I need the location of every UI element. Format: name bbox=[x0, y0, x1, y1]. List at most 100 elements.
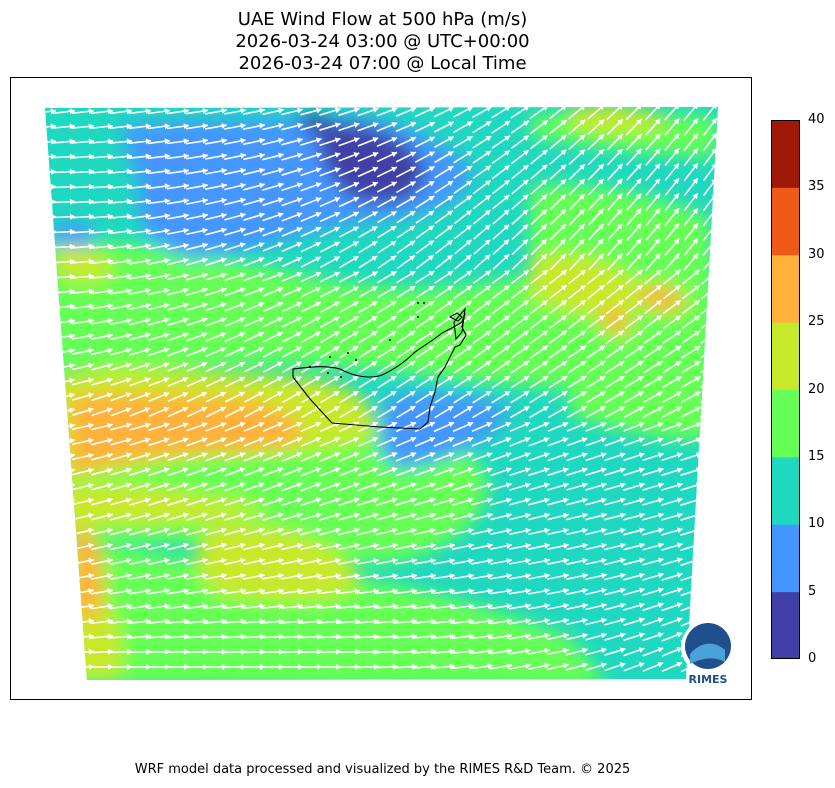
wind-arrow-head bbox=[410, 452, 417, 458]
wind-arrow-head bbox=[202, 572, 208, 579]
wind-arrow-head bbox=[371, 226, 378, 232]
wind-arrow bbox=[53, 498, 75, 506]
wind-arrow bbox=[45, 439, 56, 445]
wind-arrow-head bbox=[465, 254, 472, 261]
wind-arrow-head bbox=[390, 301, 397, 307]
islands bbox=[308, 302, 425, 378]
wind-arrow-head bbox=[278, 107, 284, 114]
wind-arrow-head bbox=[107, 318, 113, 324]
wind-arrow-head bbox=[618, 315, 624, 321]
wind-arrow-head bbox=[258, 437, 265, 443]
wind-arrow-head bbox=[126, 332, 132, 339]
wind-arrow-head bbox=[107, 303, 113, 309]
wind-arrow-head bbox=[580, 391, 587, 397]
wind-arrow-head bbox=[144, 407, 151, 413]
wind-arrow-head bbox=[316, 557, 322, 564]
wind-arrow-head bbox=[220, 361, 227, 368]
wind-arrow-head bbox=[468, 603, 474, 610]
wind-arrow-head bbox=[183, 588, 189, 594]
wind-arrow-head bbox=[296, 316, 302, 322]
wind-arrow-head bbox=[485, 270, 491, 276]
wind-arrow-head bbox=[542, 120, 548, 126]
wind-arrow-head bbox=[487, 573, 493, 579]
wind-arrow-head bbox=[297, 137, 303, 144]
wind-arrow-head bbox=[410, 421, 416, 428]
wind-arrow-head bbox=[654, 193, 660, 200]
wind-arrow-head bbox=[107, 452, 113, 459]
wind-arrow-head bbox=[429, 497, 436, 504]
colorbar-cell bbox=[771, 120, 800, 188]
wind-arrow-head bbox=[692, 133, 698, 140]
wind-arrow-head bbox=[164, 317, 170, 324]
wind-arrow-head bbox=[563, 527, 569, 534]
wind-arrow-head bbox=[126, 572, 132, 579]
wind-arrow-head bbox=[620, 557, 626, 564]
wind-arrow-head bbox=[334, 167, 341, 173]
wind-arrow-head bbox=[525, 618, 531, 624]
wind-arrow-head bbox=[163, 347, 170, 353]
wind-arrow bbox=[625, 107, 643, 121]
wind-arrow-head bbox=[334, 271, 340, 278]
wind-arrow-head bbox=[163, 512, 170, 519]
wind-arrow-head bbox=[692, 163, 698, 170]
wind-arrow-head bbox=[486, 482, 493, 489]
wind-arrow-head bbox=[447, 315, 454, 322]
wind-arrow-head bbox=[429, 421, 435, 428]
wind-arrow-head bbox=[278, 167, 284, 174]
wind-arrow-head bbox=[239, 482, 246, 488]
wind-arrow-head bbox=[88, 422, 94, 429]
wind-arrow-head bbox=[221, 588, 227, 594]
wind-arrow-head bbox=[601, 602, 607, 609]
wind-arrow-head bbox=[428, 330, 435, 337]
wind-arrow-head bbox=[636, 270, 643, 276]
wind-arrow-head bbox=[429, 482, 436, 488]
wind-arrow-head bbox=[373, 573, 379, 579]
wind-arrow-head bbox=[392, 663, 398, 670]
wind-arrow-head bbox=[315, 301, 321, 307]
wind-arrow bbox=[699, 437, 718, 447]
wind-arrow-head bbox=[522, 179, 529, 186]
wind-arrow-head bbox=[126, 588, 132, 594]
wind-arrow-head bbox=[579, 179, 585, 185]
wind-arrow-head bbox=[88, 318, 94, 325]
wind-arrow-head bbox=[220, 437, 227, 443]
wind-arrow-head bbox=[371, 301, 378, 307]
wind-arrow-head bbox=[372, 181, 378, 188]
wind-arrow-head bbox=[563, 497, 569, 504]
wind-arrow-head bbox=[239, 287, 246, 293]
wind-arrow-head bbox=[201, 317, 208, 323]
country-boundary bbox=[292, 307, 467, 430]
wind-arrow-head bbox=[448, 436, 455, 443]
wind-arrow-head bbox=[618, 330, 624, 336]
wind-arrow-head bbox=[619, 662, 626, 668]
wind-arrow-head bbox=[713, 376, 718, 382]
wind-arrow-head bbox=[620, 542, 626, 549]
wind-arrow-head bbox=[221, 138, 227, 144]
wind-arrow-head bbox=[504, 406, 511, 412]
wind-arrow-head bbox=[411, 558, 417, 564]
wind-arrow-head bbox=[372, 436, 379, 443]
wind-arrow-head bbox=[504, 391, 511, 397]
wind-arrow-head bbox=[201, 302, 208, 309]
wind-arrow-head bbox=[601, 617, 607, 624]
wind-arrow-head bbox=[333, 361, 340, 367]
wind-arrow-head bbox=[430, 512, 436, 519]
wind-arrow-head bbox=[411, 633, 417, 640]
wind-arrow-head bbox=[391, 482, 398, 488]
wind-arrow-head bbox=[372, 467, 379, 473]
wind-arrow bbox=[699, 422, 718, 432]
wind-arrow-head bbox=[333, 331, 340, 337]
wind-arrow-head bbox=[372, 122, 379, 128]
wind-arrow-head bbox=[639, 497, 645, 504]
wind-arrow bbox=[45, 499, 56, 505]
wind-arrow-head bbox=[465, 240, 472, 246]
wind-arrow-head bbox=[259, 167, 265, 174]
wind-arrow-head bbox=[485, 360, 492, 367]
wind-arrow-head bbox=[449, 603, 455, 610]
wind-arrow-head bbox=[578, 239, 585, 245]
wind-arrow-head bbox=[485, 345, 491, 351]
wind-arrow-head bbox=[638, 647, 645, 653]
wind-arrow-head bbox=[278, 573, 284, 579]
wind-arrow-head bbox=[145, 542, 151, 549]
wind-arrow-head bbox=[676, 661, 683, 668]
